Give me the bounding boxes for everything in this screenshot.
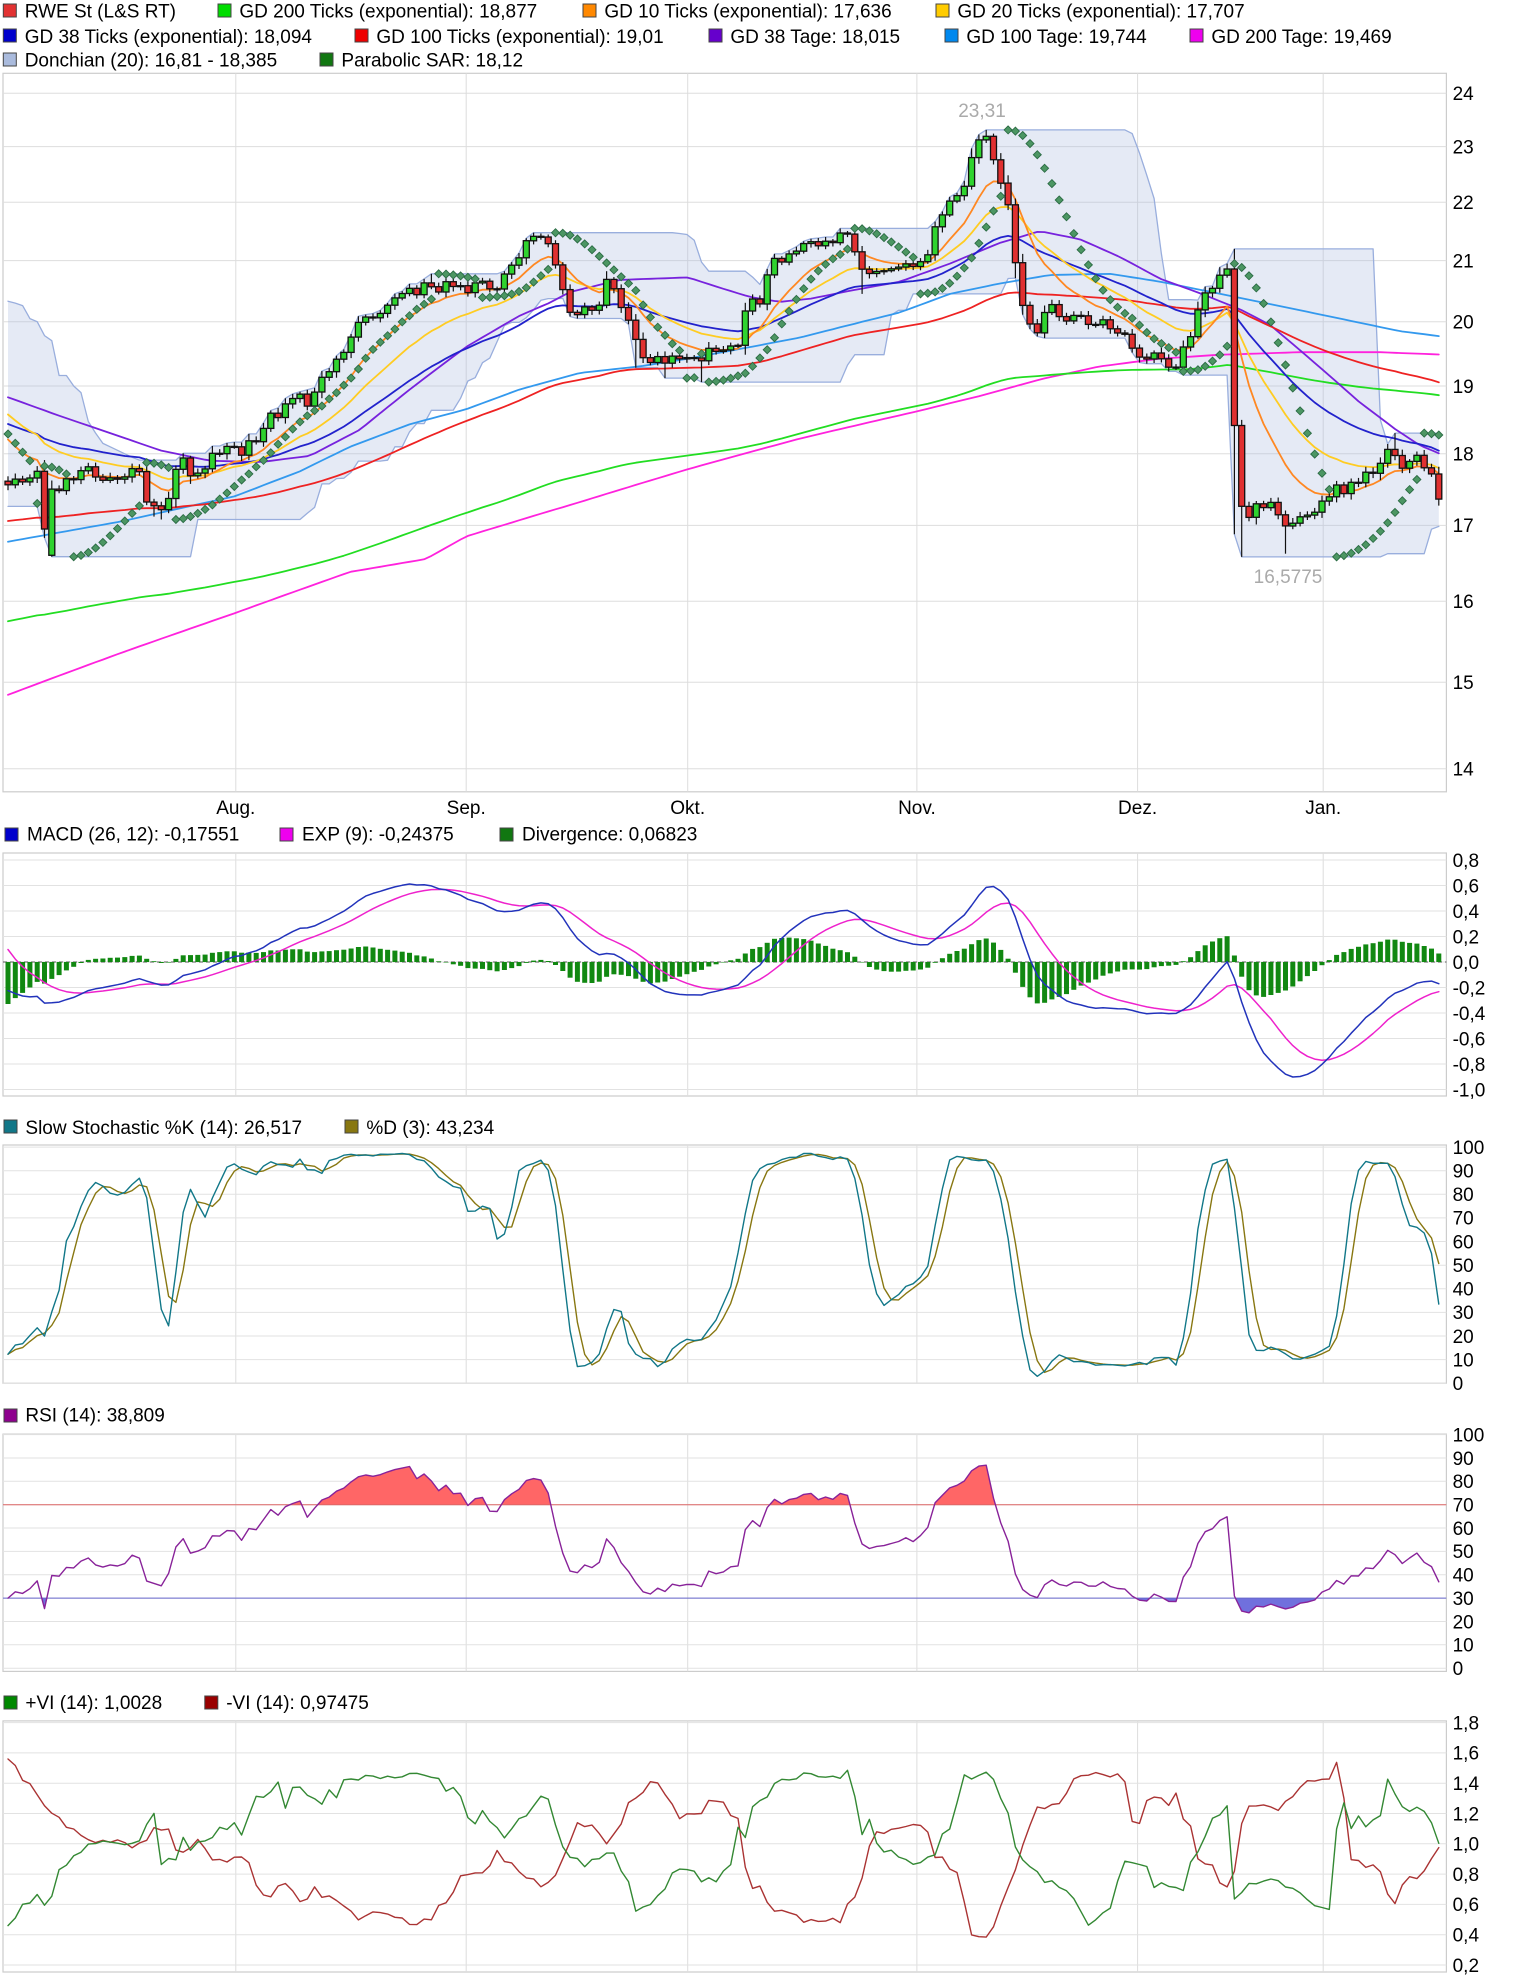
svg-text:22: 22 — [1453, 193, 1474, 214]
svg-text:90: 90 — [1453, 1449, 1474, 1470]
svg-text:50: 50 — [1453, 1256, 1474, 1277]
svg-text:-0,2: -0,2 — [1453, 978, 1486, 999]
svg-text:1,8: 1,8 — [1453, 1713, 1479, 1734]
svg-text:60: 60 — [1453, 1519, 1474, 1540]
svg-text:21: 21 — [1453, 251, 1474, 272]
svg-text:GD 200 Ticks (exponential): 18: GD 200 Ticks (exponential): 18,877 — [239, 2, 537, 23]
svg-text:Slow Stochastic %K (14): 26,51: Slow Stochastic %K (14): 26,517 — [25, 1118, 302, 1139]
svg-text:Nov.: Nov. — [898, 798, 936, 819]
svg-text:90: 90 — [1453, 1162, 1474, 1183]
svg-text:0,8: 0,8 — [1453, 851, 1479, 872]
svg-text:70: 70 — [1453, 1209, 1474, 1230]
svg-text:24: 24 — [1453, 84, 1475, 105]
svg-text:Parabolic SAR: 18,12: Parabolic SAR: 18,12 — [341, 51, 523, 72]
svg-text:GD 10 Ticks (exponential): 17,: GD 10 Ticks (exponential): 17,636 — [604, 2, 891, 23]
svg-text:40: 40 — [1453, 1566, 1474, 1587]
svg-text:MACD (26, 12): -0,17551: MACD (26, 12): -0,17551 — [27, 825, 239, 846]
svg-text:100: 100 — [1453, 1425, 1485, 1446]
svg-text:GD 200 Tage: 19,469: GD 200 Tage: 19,469 — [1211, 27, 1391, 48]
svg-text:14: 14 — [1453, 760, 1475, 781]
svg-text:19: 19 — [1453, 377, 1474, 398]
svg-text:0,6: 0,6 — [1453, 876, 1479, 897]
svg-text:16,5775: 16,5775 — [1254, 567, 1323, 588]
svg-text:RSI (14): 38,809: RSI (14): 38,809 — [25, 1406, 164, 1427]
svg-text:40: 40 — [1453, 1280, 1474, 1301]
svg-text:-1,0: -1,0 — [1453, 1080, 1486, 1101]
svg-text:RWE St (L&S RT): RWE St (L&S RT) — [25, 2, 176, 23]
svg-text:0,4: 0,4 — [1453, 902, 1480, 923]
svg-text:1,2: 1,2 — [1453, 1804, 1479, 1825]
svg-text:GD 38 Tage: 18,015: GD 38 Tage: 18,015 — [730, 27, 900, 48]
svg-text:0,0: 0,0 — [1453, 953, 1479, 974]
svg-text:23: 23 — [1453, 137, 1474, 158]
svg-text:60: 60 — [1453, 1232, 1474, 1253]
svg-text:1,4: 1,4 — [1453, 1774, 1480, 1795]
svg-text:%D (3): 43,234: %D (3): 43,234 — [366, 1118, 494, 1139]
svg-text:10: 10 — [1453, 1636, 1474, 1657]
svg-text:GD 38 Ticks (exponential): 18,: GD 38 Ticks (exponential): 18,094 — [25, 27, 313, 48]
svg-text:80: 80 — [1453, 1472, 1474, 1493]
svg-text:18: 18 — [1453, 445, 1474, 466]
svg-text:10: 10 — [1453, 1350, 1474, 1371]
svg-text:23,31: 23,31 — [958, 101, 1006, 122]
svg-text:GD 100 Tage: 19,744: GD 100 Tage: 19,744 — [966, 27, 1147, 48]
svg-text:+VI (14): 1,0028: +VI (14): 1,0028 — [25, 1693, 162, 1714]
svg-text:0,4: 0,4 — [1453, 1926, 1480, 1947]
svg-text:0: 0 — [1453, 1374, 1464, 1395]
svg-text:15: 15 — [1453, 673, 1474, 694]
svg-text:50: 50 — [1453, 1542, 1474, 1563]
svg-text:80: 80 — [1453, 1185, 1474, 1206]
svg-text:-0,6: -0,6 — [1453, 1029, 1486, 1050]
svg-text:Aug.: Aug. — [216, 798, 255, 819]
svg-text:30: 30 — [1453, 1303, 1474, 1324]
svg-text:30: 30 — [1453, 1589, 1474, 1610]
svg-text:16: 16 — [1453, 592, 1474, 613]
svg-text:20: 20 — [1453, 1327, 1474, 1348]
svg-text:0,8: 0,8 — [1453, 1865, 1479, 1886]
svg-text:0,2: 0,2 — [1453, 1956, 1479, 1977]
svg-text:17: 17 — [1453, 516, 1474, 537]
svg-text:EXP (9): -0,24375: EXP (9): -0,24375 — [302, 825, 454, 846]
svg-text:70: 70 — [1453, 1496, 1474, 1517]
svg-text:Okt.: Okt. — [670, 798, 705, 819]
svg-text:Sep.: Sep. — [447, 798, 486, 819]
svg-text:-VI (14): 0,97475: -VI (14): 0,97475 — [226, 1693, 369, 1714]
svg-text:0,2: 0,2 — [1453, 927, 1479, 948]
svg-text:Divergence: 0,06823: Divergence: 0,06823 — [522, 825, 697, 846]
svg-text:Dez.: Dez. — [1118, 798, 1157, 819]
svg-text:100: 100 — [1453, 1138, 1485, 1159]
svg-text:GD 100 Ticks (exponential): 19: GD 100 Ticks (exponential): 19,01 — [376, 27, 663, 48]
svg-text:1,6: 1,6 — [1453, 1744, 1479, 1765]
svg-text:1,0: 1,0 — [1453, 1835, 1479, 1856]
svg-text:0,6: 0,6 — [1453, 1895, 1479, 1916]
svg-text:GD 20 Ticks (exponential): 17,: GD 20 Ticks (exponential): 17,707 — [957, 2, 1244, 23]
svg-text:0: 0 — [1453, 1659, 1464, 1680]
svg-text:-0,8: -0,8 — [1453, 1055, 1486, 1076]
svg-text:20: 20 — [1453, 313, 1474, 334]
svg-text:Donchian (20): 16,81 - 18,385: Donchian (20): 16,81 - 18,385 — [25, 51, 277, 72]
svg-text:20: 20 — [1453, 1612, 1474, 1633]
svg-text:Jan.: Jan. — [1305, 798, 1341, 819]
svg-text:-0,4: -0,4 — [1453, 1004, 1486, 1025]
